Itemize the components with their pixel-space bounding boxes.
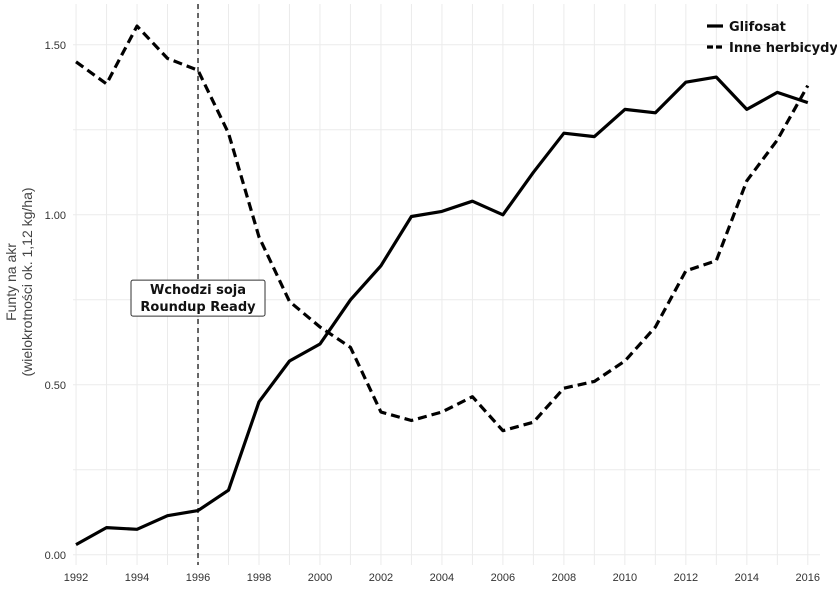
- x-tick-label: 1998: [247, 572, 271, 584]
- x-tick-label: 2012: [674, 572, 698, 584]
- legend-label: Glifosat: [729, 20, 786, 35]
- x-tick-label: 2004: [430, 572, 454, 584]
- legend: Glifosat Inne herbicydy: [707, 20, 837, 56]
- series-line-glifosat: [75, 75, 809, 546]
- annotation-label-line: Wchodzi soja: [150, 283, 246, 298]
- x-tick-label: 2000: [308, 572, 332, 584]
- x-tick-label: 2008: [552, 572, 576, 584]
- grid: [73, 4, 820, 565]
- x-tick-label: 1996: [186, 572, 210, 584]
- legend-label: Inne herbicydy: [729, 41, 837, 56]
- annotation-box: [130, 279, 266, 317]
- x-tick-label: 2016: [796, 572, 820, 584]
- axes: 1992 1994 1996 1998 2000 2002 2004 2006 2008 2010…: [45, 40, 820, 584]
- annotation-label-line: Roundup Ready: [140, 300, 256, 315]
- y-tick-label: 1.50: [45, 40, 66, 52]
- y-axis-title-line2: (wielokrotności ok. 1,12 kg/ha): [19, 187, 35, 376]
- x-tick-label: 1994: [125, 572, 149, 584]
- x-tick-label: 2006: [491, 572, 515, 584]
- y-axis-title-line1: Funty na akr: [3, 243, 19, 321]
- y-tick-label: 0.50: [45, 380, 66, 392]
- x-tick-label: 2010: [613, 572, 637, 584]
- x-tick-label: 2002: [369, 572, 393, 584]
- y-tick-label: 1.00: [45, 210, 66, 222]
- y-tick-label: 0.00: [45, 550, 66, 562]
- x-tick-label: 1992: [64, 572, 88, 584]
- series: [75, 24, 810, 546]
- x-tick-label: 2014: [735, 572, 759, 584]
- y-axis-title: Funty na akr (wielokrotności ok. 1,12 kg…: [3, 187, 35, 376]
- annotations: Wchodzi soja Roundup Ready: [130, 4, 266, 565]
